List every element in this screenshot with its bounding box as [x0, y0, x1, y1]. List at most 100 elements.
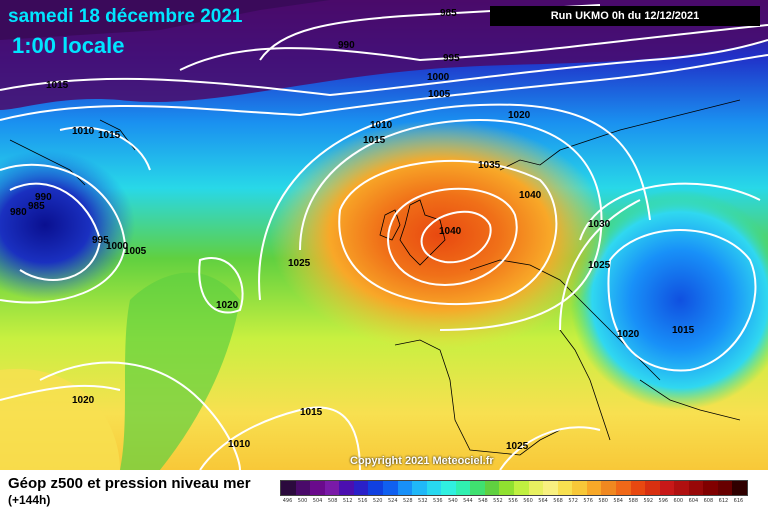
- scale-swatch: [281, 481, 296, 495]
- scale-label: 524: [387, 498, 398, 504]
- isobar-label: 1010: [72, 126, 95, 137]
- scale-swatch: [310, 481, 325, 495]
- isobar-label: 1030: [588, 219, 611, 230]
- color-scale: [280, 480, 748, 496]
- isobar-label: 1025: [288, 258, 311, 269]
- weather-map: 985 990 995 1000 1005 1010 1015 1015 101…: [0, 0, 768, 470]
- scale-swatch: [470, 481, 485, 495]
- scale-label: 500: [297, 498, 308, 504]
- isobar-label: 995: [92, 235, 109, 246]
- isobar-label: 1000: [106, 241, 129, 252]
- high-pressure-area: [270, 120, 610, 350]
- scale-swatch: [368, 481, 383, 495]
- isobar-label: 985: [28, 201, 45, 212]
- eastern-low: [570, 190, 768, 410]
- green-tongue: [120, 272, 240, 470]
- scale-label: 604: [688, 498, 699, 504]
- isobar-label: 1035: [478, 160, 501, 171]
- scale-swatch: [339, 481, 354, 495]
- isobar-label: 1020: [617, 329, 640, 340]
- scale-label: 504: [312, 498, 323, 504]
- isobar-label: 1040: [439, 226, 462, 237]
- scale-swatch: [353, 481, 369, 495]
- scale-label: 600: [673, 498, 684, 504]
- scale-label: 596: [658, 498, 669, 504]
- scale-label: 516: [357, 498, 368, 504]
- isobar-label: 980: [10, 207, 27, 218]
- scale-label: 592: [643, 498, 654, 504]
- scale-label: 532: [418, 498, 428, 504]
- scale-swatch: [412, 481, 427, 495]
- south-west-yellow: [0, 368, 120, 470]
- isobar-label: 1020: [216, 300, 239, 311]
- scale-swatch: [659, 481, 675, 495]
- run-info: Run UKMO 0h du 12/12/2021: [490, 6, 760, 26]
- isobar-label: 1005: [428, 89, 451, 100]
- scale-label: 552: [493, 498, 503, 504]
- scale-label: 580: [598, 498, 608, 504]
- isobar-label: 1000: [427, 72, 450, 83]
- scale-swatch: [455, 481, 471, 495]
- isobar-label: 1010: [370, 120, 393, 131]
- isobar-label: 985: [440, 8, 457, 19]
- scale-label: 544: [463, 498, 473, 504]
- copyright-text: Copyright 2021 Meteociel.fr: [350, 455, 494, 467]
- scale-label: 496: [282, 498, 293, 504]
- isobar-label: 1015: [672, 325, 695, 336]
- isobar-label: 1015: [300, 407, 323, 418]
- isobar-label: 1005: [124, 246, 147, 257]
- scale-swatch: [484, 481, 500, 495]
- color-scale-labels: 496 500 504 508 512 516 520 524 528 532 536 540 544 5…: [280, 498, 746, 508]
- isobar-label: 1025: [588, 260, 611, 271]
- forecast-date: samedi 18 décembre 2021: [8, 6, 243, 27]
- scale-label: 560: [523, 498, 533, 504]
- scale-swatch: [717, 481, 733, 495]
- scale-swatch: [543, 481, 558, 495]
- scale-label: 564: [538, 498, 548, 504]
- scale-label: 548: [478, 498, 488, 504]
- isobar-label: 995: [443, 53, 460, 64]
- scale-swatch: [674, 481, 689, 495]
- scale-label: 536: [433, 498, 443, 504]
- scale-swatch: [324, 481, 340, 495]
- scale-swatch: [630, 481, 646, 495]
- isobar-label: 1015: [363, 135, 386, 146]
- scale-swatch: [426, 481, 442, 495]
- isobar-labels: 985 990 995 1000 1005 1010 1015 1015 101…: [10, 8, 695, 452]
- isobar-label: 990: [35, 192, 52, 203]
- scale-swatch: [441, 481, 456, 495]
- scale-label: 576: [583, 498, 593, 504]
- polar-core: [0, 0, 330, 40]
- scale-label: 572: [568, 498, 578, 504]
- scale-swatch: [572, 481, 587, 495]
- isobar-label: 1015: [46, 80, 69, 91]
- scale-label: 512: [342, 498, 353, 504]
- scale-label: 528: [402, 498, 413, 504]
- scale-label: 540: [448, 498, 458, 504]
- scale-label: 568: [553, 498, 563, 504]
- scale-label: 588: [628, 498, 638, 504]
- scale-swatch: [601, 481, 616, 495]
- scale-swatch: [514, 481, 529, 495]
- scale-label: 556: [508, 498, 518, 504]
- legend-subtitle: (+144h): [8, 493, 51, 507]
- legend-title: Géop z500 et pression niveau mer: [8, 475, 251, 492]
- scale-swatch: [295, 481, 311, 495]
- isobar-label: 1010: [228, 439, 251, 450]
- western-low: [0, 150, 135, 300]
- scale-swatch: [615, 481, 631, 495]
- scale-label: 584: [613, 498, 623, 504]
- scale-swatch: [732, 481, 747, 495]
- scale-swatch: [557, 481, 573, 495]
- scale-swatch: [397, 481, 413, 495]
- isobar-label: 1020: [72, 395, 95, 406]
- isobar-label: 1025: [506, 441, 529, 452]
- scale-swatch: [382, 481, 398, 495]
- scale-label: 508: [327, 498, 338, 504]
- forecast-time: 1:00 locale: [12, 33, 125, 58]
- scale-swatch: [528, 481, 544, 495]
- isobar-label: 990: [338, 40, 355, 51]
- scale-swatch: [499, 481, 514, 495]
- isobar-label: 1015: [98, 130, 121, 141]
